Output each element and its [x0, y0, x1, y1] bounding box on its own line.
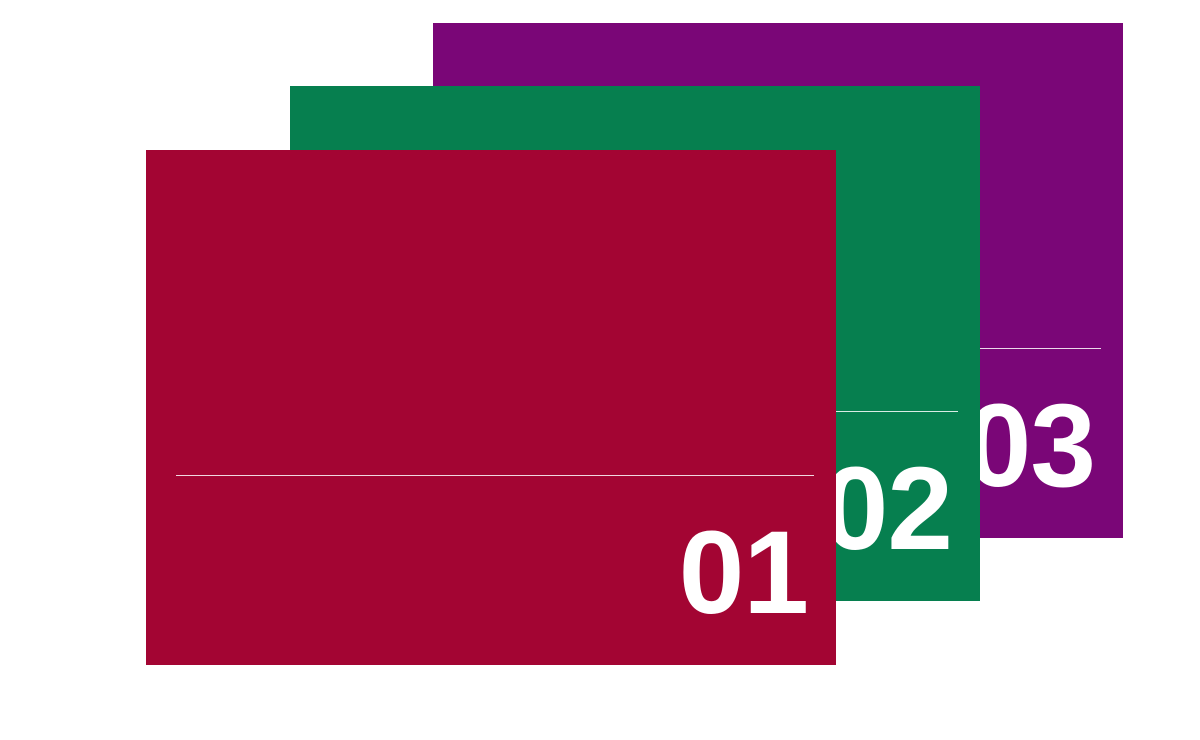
card-number: 03 — [965, 380, 1096, 512]
card-number: 02 — [822, 443, 953, 575]
card-divider — [176, 475, 814, 476]
card-01: 01 — [146, 150, 836, 665]
card-number: 01 — [678, 507, 809, 639]
